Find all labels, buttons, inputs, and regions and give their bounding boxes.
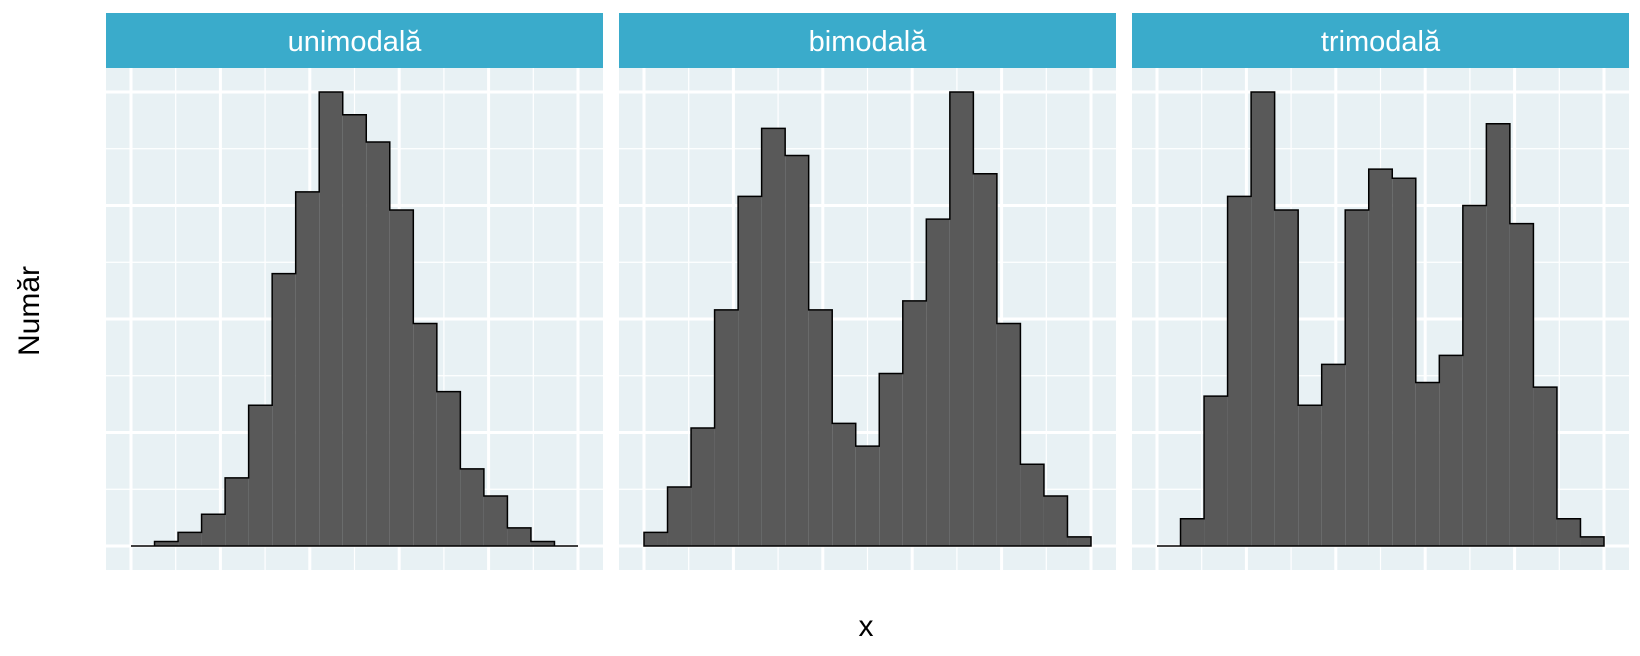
facet-strip-label: bimodală — [809, 26, 928, 58]
panel-2: bimodală — [619, 13, 1116, 570]
histogram-bar — [1251, 92, 1275, 546]
histogram-bar — [1274, 210, 1299, 547]
histogram-bar — [1556, 518, 1581, 546]
histogram-bar — [949, 92, 974, 546]
histogram-bar — [1227, 196, 1252, 547]
histogram-bar — [342, 114, 367, 546]
histogram-bar — [902, 300, 927, 546]
histogram-outline — [643, 91, 1092, 547]
histogram-bar — [714, 309, 739, 546]
histogram-bar — [926, 219, 950, 546]
histogram-bar — [389, 210, 414, 547]
histogram-bar — [248, 405, 273, 546]
histogram-bar — [413, 323, 437, 546]
histogram-bar — [530, 541, 555, 546]
histogram-bar — [225, 477, 249, 546]
facet-strip — [1132, 13, 1629, 68]
histogram-bar — [1580, 536, 1604, 546]
panels-layer: unimodală bimodală trimodală — [106, 13, 1629, 570]
histogram-bar — [154, 541, 179, 546]
histogram-bar — [1321, 364, 1346, 546]
histogram-bar — [272, 273, 296, 546]
histogram-bar — [667, 486, 692, 546]
histogram-outline — [131, 91, 578, 547]
panel-1: unimodală — [106, 13, 603, 570]
histogram-bar — [1180, 518, 1205, 546]
histogram-bar — [178, 532, 202, 546]
histogram-bar — [1462, 205, 1487, 546]
histogram-bar — [785, 155, 809, 546]
histogram-bar — [996, 323, 1021, 546]
histogram-bar — [691, 427, 715, 546]
histogram-bar — [808, 309, 833, 546]
histogram-bar — [1368, 169, 1393, 546]
histogram-bar — [1020, 464, 1044, 546]
facet-strip-label: unimodală — [288, 26, 423, 58]
histogram-bar — [436, 391, 461, 546]
y-axis-title: Număr — [13, 266, 46, 356]
facet-strip — [106, 13, 603, 68]
histogram-bar — [1345, 210, 1369, 547]
histogram-bar — [761, 128, 786, 546]
histogram-bar — [201, 514, 226, 546]
histogram-bar — [1298, 405, 1322, 546]
histogram-bar — [1043, 496, 1068, 546]
histogram-bar — [1415, 382, 1440, 546]
histogram-outline — [1157, 91, 1605, 547]
histogram-bar — [644, 532, 668, 546]
histogram-bar — [1067, 536, 1091, 546]
histogram-bar — [973, 173, 997, 546]
histogram-bar — [1204, 396, 1228, 546]
histogram-bar — [366, 141, 390, 546]
facet-strip-label: trimodală — [1321, 26, 1441, 58]
histogram-bar — [460, 468, 484, 546]
histogram-bar — [1509, 223, 1534, 546]
x-axis-title: x — [859, 610, 874, 643]
histogram-bar — [1392, 178, 1416, 546]
histogram-bar — [295, 191, 320, 546]
histogram-bar — [1486, 123, 1510, 546]
facet-strip — [619, 13, 1116, 68]
histogram-bar — [319, 92, 343, 546]
histogram-bar — [832, 423, 856, 546]
histogram-bar — [483, 496, 508, 546]
histogram-bar — [855, 446, 880, 546]
histogram-bar — [1439, 355, 1463, 546]
histogram-bar — [507, 527, 531, 546]
histogram-bar — [1533, 387, 1557, 546]
histogram-bar — [879, 373, 903, 546]
histogram-bar — [738, 196, 762, 547]
panel-3: trimodală — [1132, 13, 1629, 570]
